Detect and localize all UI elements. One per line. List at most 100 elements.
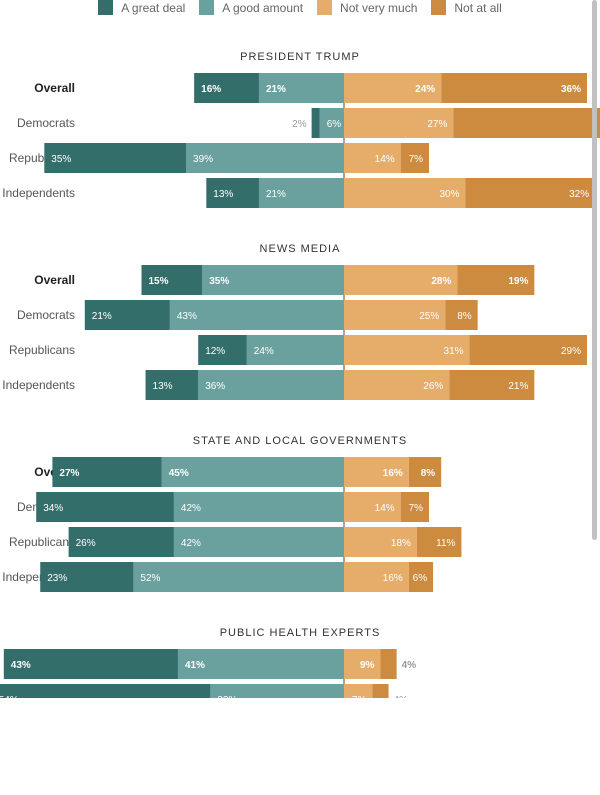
data-label: 45% [169,468,189,479]
legend-swatch [431,0,447,15]
data-label: 18% [391,538,411,549]
data-label: 26% [76,538,96,549]
row-label: Republicans [9,535,75,549]
data-label: 24% [415,84,435,95]
panel-title: STATE AND LOCAL GOVERNMENTS [193,435,407,447]
data-label: 2% [292,119,307,130]
data-label: 43% [11,660,31,671]
bar-segment [133,562,344,592]
bar-segment [319,108,344,138]
data-label: 41% [185,660,205,671]
data-label: 30% [439,189,459,200]
bar-segment [344,73,442,103]
bar-segment [465,178,596,208]
bar-segment [161,457,344,487]
bar-segment [246,335,344,365]
data-label: 43% [177,311,197,322]
bar-segment [344,370,450,400]
legend-item-good-amount: A good amount [199,0,303,16]
bar-segment [145,370,199,400]
bar-segment [40,562,134,592]
bar-segment [344,143,401,173]
legend-item-not-very-much: Not very much [317,0,417,16]
data-label: 42% [181,503,201,514]
bar-segment [408,562,434,592]
bar-segment [344,108,454,138]
bar-segment [202,265,344,295]
data-label: 6% [413,573,428,584]
data-label: 14% [375,503,395,514]
bar-segment [457,265,535,295]
bar-segment [416,527,462,557]
bar-segment [84,300,170,330]
bar-segment [169,300,344,330]
legend-label: Not at all [454,1,502,15]
scrollbar[interactable] [592,0,597,540]
data-label: 14% [375,154,395,165]
bar-segment [206,178,259,208]
legend-label: A great deal [121,1,186,15]
data-label: 32% [569,189,589,200]
bar-segment [344,527,417,557]
data-label: 36% [561,84,581,95]
data-label: 34% [43,503,63,514]
legend-swatch [98,0,114,15]
data-label: 12% [205,346,225,357]
bar-segment [0,684,211,698]
bar-segment [344,265,458,295]
bar-segment [344,684,373,698]
data-label: 26% [423,381,443,392]
bar-segment [380,649,397,679]
row-label: Independents [2,378,75,392]
bar-segment [441,73,587,103]
bar-segment [372,684,389,698]
data-label: 21% [266,84,286,95]
data-label: 35% [51,154,71,165]
data-label: 19% [508,276,528,287]
bar-segment [198,370,344,400]
data-label: 27% [427,119,447,130]
data-label: 25% [419,311,439,322]
bar-segment [177,649,344,679]
chart-viewport: PRESIDENT TRUMP Overall 21% 16% 24% 36% Democr… [0,51,600,698]
data-label: 4% [402,660,417,671]
data-label: 27% [59,468,79,479]
bar-segment [400,492,430,522]
data-label: 21% [92,311,112,322]
bar-segment [210,684,344,698]
data-label: 36% [205,381,225,392]
bar-segment [344,649,381,679]
bar-segment [469,335,587,365]
data-label: 33% [217,695,237,698]
bar-segment [3,649,178,679]
bar-segment [344,178,466,208]
data-label: 21% [266,189,286,200]
legend: A great deal A good amount Not very much… [0,0,600,16]
bar-segment [173,527,344,557]
data-label: 8% [457,311,472,322]
legend-label: A good amount [222,1,304,15]
data-label: 6% [327,119,342,130]
legend-item-not-at-all: Not at all [431,0,502,16]
bar-segment [449,370,535,400]
data-label: 21% [508,381,528,392]
legend-item-great-deal: A great deal [98,0,185,16]
data-label: 16% [383,468,403,479]
row-label: Republicans [9,343,75,357]
bar-segment [344,300,446,330]
legend-label: Not very much [340,1,418,15]
bar-segment [408,457,442,487]
bar-segment [52,457,162,487]
bar-segment [198,335,247,365]
data-label: 8% [421,468,436,479]
bar-segment [186,143,344,173]
panel-title: PUBLIC HEALTH EXPERTS [220,627,381,639]
bar-segment [344,335,470,365]
data-label: 13% [213,189,233,200]
bar-segment [311,108,320,138]
row-label: Democrats [17,116,75,130]
legend-swatch [317,0,333,15]
row-label: Democrats [17,308,75,322]
data-label: 35% [209,276,229,287]
bar-segment [344,457,409,487]
